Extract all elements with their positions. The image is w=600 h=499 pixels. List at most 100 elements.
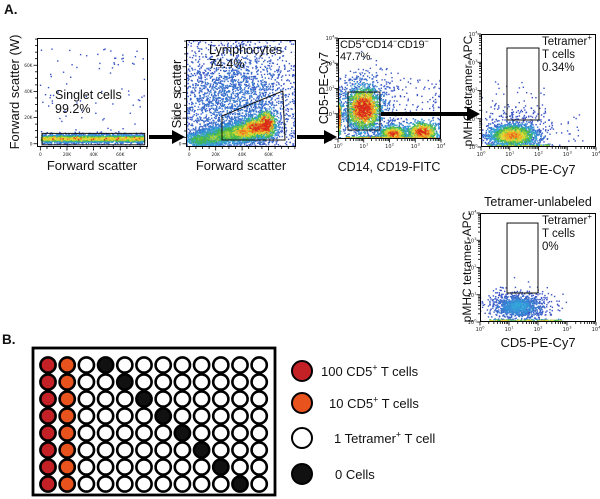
plate-well	[39, 458, 57, 476]
plate-well	[211, 441, 230, 459]
arrow-head-icon	[324, 130, 337, 144]
y-axis-label-singlets: Forward scatter (W)	[7, 34, 22, 150]
plate-well	[154, 390, 173, 408]
x-axis-label-lymphocytes: Forward scatter	[195, 158, 287, 173]
plate-well	[250, 356, 269, 374]
arrow-shaft	[149, 135, 173, 139]
panel-a-label: A.	[4, 2, 18, 17]
plate-well	[77, 390, 96, 408]
plate-well	[135, 390, 153, 408]
plate-well	[192, 356, 211, 374]
plate-well	[154, 356, 173, 374]
plate-well	[77, 373, 96, 391]
plate-well	[250, 475, 269, 493]
plate-well	[211, 390, 230, 408]
plate-well	[115, 424, 134, 442]
x-axis-label-singlets: Forward scatter	[46, 158, 138, 173]
y-axis-label-tetramer: pMHC tetramer-APC	[461, 35, 475, 147]
plate-well	[58, 373, 77, 391]
plate-well	[115, 390, 134, 408]
gate-label-cd5: CD5+CD14−CD19− 47.7%	[340, 36, 429, 64]
plate-well	[115, 407, 134, 425]
legend-item-10-cd5: 10 CD5+ T cells	[291, 391, 419, 415]
y-axis-label-lymphocytes: Side scatter	[169, 59, 184, 129]
x-axis-label-tetramer-unlabeled: CD5-PE-Cy7	[500, 335, 576, 350]
plate-well	[58, 407, 77, 425]
gate-label-tetramer: Tetramer+ T cells 0.34%	[542, 33, 592, 74]
panel-b-label: B.	[2, 332, 16, 347]
plate-well	[250, 424, 269, 442]
plate-well	[250, 458, 269, 476]
plate-well	[77, 475, 96, 493]
plate-well	[211, 458, 230, 476]
plate-well	[115, 441, 134, 459]
plate-well	[231, 458, 249, 476]
plate-well	[39, 356, 57, 374]
plate-well	[39, 407, 57, 425]
plate-well	[96, 475, 115, 493]
plate-well	[58, 458, 77, 476]
legend-label: 100 CD5+ T cells	[321, 362, 419, 379]
plate-well	[39, 441, 57, 459]
plate-well	[96, 424, 115, 442]
plate-well	[96, 390, 115, 408]
arrow-shaft	[297, 135, 325, 139]
plate-well	[77, 407, 96, 425]
well-10-cd5-icon	[291, 392, 313, 414]
plate-well	[154, 458, 173, 476]
plate-well	[173, 407, 192, 425]
plate-well	[96, 356, 115, 374]
plate-well	[192, 458, 211, 476]
plate-well	[135, 356, 153, 374]
plate-well	[211, 356, 230, 374]
plate-well	[154, 441, 173, 459]
legend-item-0-cells: 0 Cells	[291, 462, 375, 486]
plate-well	[39, 475, 57, 493]
legend-label: 0 Cells	[335, 466, 375, 482]
plate-well	[135, 373, 153, 391]
plate-well	[250, 407, 269, 425]
plate-well	[250, 441, 269, 459]
flow-plot-singlets-canvas	[21, 35, 156, 165]
plate-well	[39, 373, 57, 391]
plate-well	[39, 390, 57, 408]
plate-well	[77, 356, 96, 374]
arrow-head-icon	[467, 107, 480, 121]
plate-well	[135, 407, 153, 425]
plate-well	[58, 441, 77, 459]
plate-well	[173, 390, 192, 408]
plate-well	[135, 475, 153, 493]
plate-well	[77, 424, 96, 442]
plate-well	[211, 373, 230, 391]
x-axis-label-cd5: CD14, CD19-FITC	[337, 160, 441, 174]
plate-well	[135, 458, 153, 476]
plate-well	[154, 424, 173, 442]
plate-well	[96, 441, 115, 459]
flow-plot-cd5-canvas	[322, 35, 449, 157]
plate-well	[115, 356, 134, 374]
flow-plot-tetramer-unlabeled-canvas	[464, 210, 600, 340]
plot-title-tetramer-unlabeled: Tetramer-unlabeled	[484, 195, 592, 209]
plate-well	[154, 407, 173, 425]
well-1-tetramer-icon	[291, 427, 313, 449]
plate-well	[192, 441, 211, 459]
plate-well	[115, 373, 134, 391]
plate-well	[192, 475, 211, 493]
plate-well	[211, 424, 230, 442]
plate-well	[115, 458, 134, 476]
well-0-cells-icon	[291, 463, 313, 485]
plate-well	[231, 356, 249, 374]
plate-well	[173, 458, 192, 476]
arrow-head-icon	[172, 130, 185, 144]
plate-well	[231, 441, 249, 459]
plate-well	[192, 390, 211, 408]
plate-well	[135, 441, 153, 459]
plate-well	[96, 407, 115, 425]
plate-well	[58, 390, 77, 408]
x-axis-label-tetramer: CD5-PE-Cy7	[500, 162, 576, 177]
well-100-cd5-icon	[291, 360, 313, 382]
plate-well	[173, 356, 192, 374]
plate-well	[211, 407, 230, 425]
plate-well	[173, 475, 192, 493]
plate-well	[192, 424, 211, 442]
